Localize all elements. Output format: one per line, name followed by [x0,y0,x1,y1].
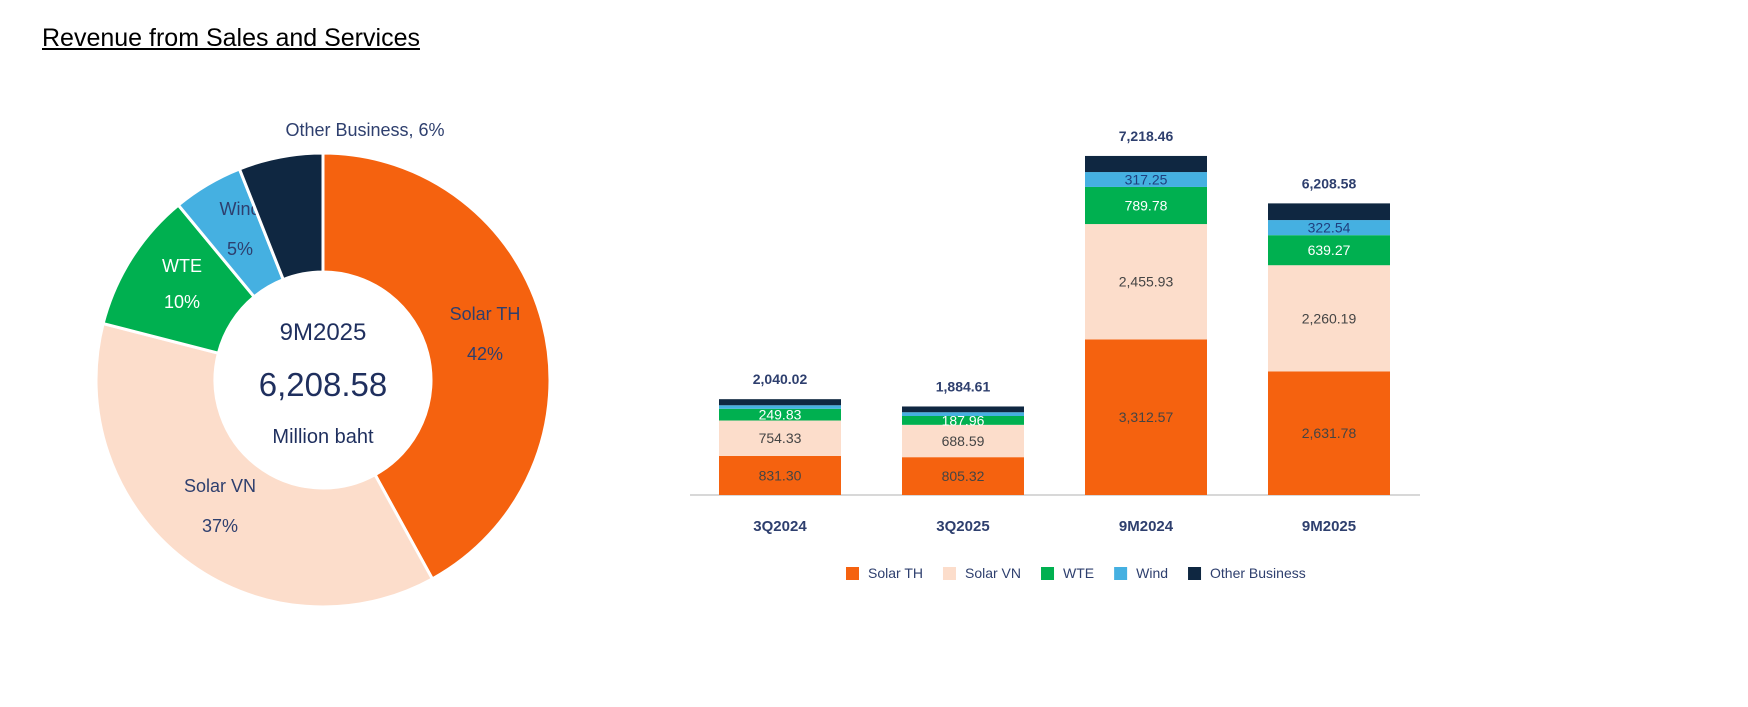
center-period: 9M2025 [280,319,367,346]
slice-percent: 5% [227,239,253,259]
bar-segment-wind [1268,220,1390,236]
data-label: 789.78 [1125,198,1168,214]
bar-segment-wte [1085,186,1207,225]
bar-segment-wte [719,408,841,421]
legend-swatch [1114,567,1128,580]
x-tick-label: 9M2024 [1119,518,1174,535]
legend-label: Wind [1136,565,1168,581]
x-tick-label: 9M2025 [1302,518,1356,535]
legend-swatch [1188,567,1202,580]
bar-segment-solar-th [902,457,1024,495]
legend-label: Other Business [1210,565,1306,581]
slice-label: Solar VN [184,476,256,496]
data-label: 754.33 [759,430,802,446]
pie-slice-solar-vn [94,321,435,609]
total-label: 2,040.02 [753,371,808,387]
slice-label: WTE [162,256,202,276]
bar-segment-wte [1268,235,1390,266]
data-label: 688.59 [942,433,985,449]
data-label: 639.27 [1308,242,1351,258]
bar-segment-wte [902,416,1024,425]
total-label: 1,884.61 [936,378,991,394]
bar-segment-other-business [902,406,1024,413]
page-title: Revenue from Sales and Services [42,24,420,52]
data-label: 831.30 [759,467,802,483]
total-label: 6,208.58 [1302,175,1357,191]
bar-segment-solar-th [1085,339,1207,495]
bar-segment-solar-vn [1268,265,1390,372]
bar-segment-solar-vn [902,424,1024,458]
bar-segment-solar-vn [719,420,841,456]
total-label: 7,218.46 [1119,128,1174,144]
pie-slice-other-business [237,151,325,282]
legend-swatch [846,567,859,580]
slice-percent: 10% [164,292,200,312]
bar-segment-other-business [719,399,841,406]
legend-swatch [942,567,956,580]
data-label: 2,260.19 [1302,310,1357,326]
data-label: 2,455.93 [1119,274,1174,290]
pie-slice-solar-th [321,151,552,581]
legend-label: WTE [1063,565,1094,581]
slice-percent: 37% [202,516,238,536]
legend-label: Solar VN [965,565,1021,581]
bar-segment-solar-th [1268,371,1390,495]
data-label: 2,631.78 [1302,425,1357,441]
center-value: 6,208.58 [259,366,387,403]
bar-segment-wind [719,405,841,409]
data-label: 317.25 [1125,172,1168,188]
legend-label: Solar TH [868,565,923,581]
data-label: 187.96 [942,412,985,428]
x-tick-label: 3Q2024 [753,518,807,535]
slice-percent: 42% [467,344,503,364]
x-tick-label: 3Q2025 [936,518,989,535]
bar-segment-solar-th [719,455,841,495]
data-label: 322.54 [1308,220,1351,236]
slice-label: Wind [219,199,260,219]
bar-segment-wind [1085,172,1207,187]
data-label: 805.32 [942,468,985,484]
data-label: 3,312.57 [1119,409,1174,425]
slice-label: Other Business, 6% [285,120,444,140]
bar-segment-wind [902,412,1024,417]
legend-swatch [1041,567,1055,580]
slice-label: Solar TH [450,304,521,324]
bar-segment-other-business [1085,155,1207,173]
center-unit: Million baht [272,426,374,448]
bar-segment-solar-vn [1085,224,1207,340]
data-label: 249.83 [759,407,802,423]
bar-segment-other-business [1268,203,1390,221]
